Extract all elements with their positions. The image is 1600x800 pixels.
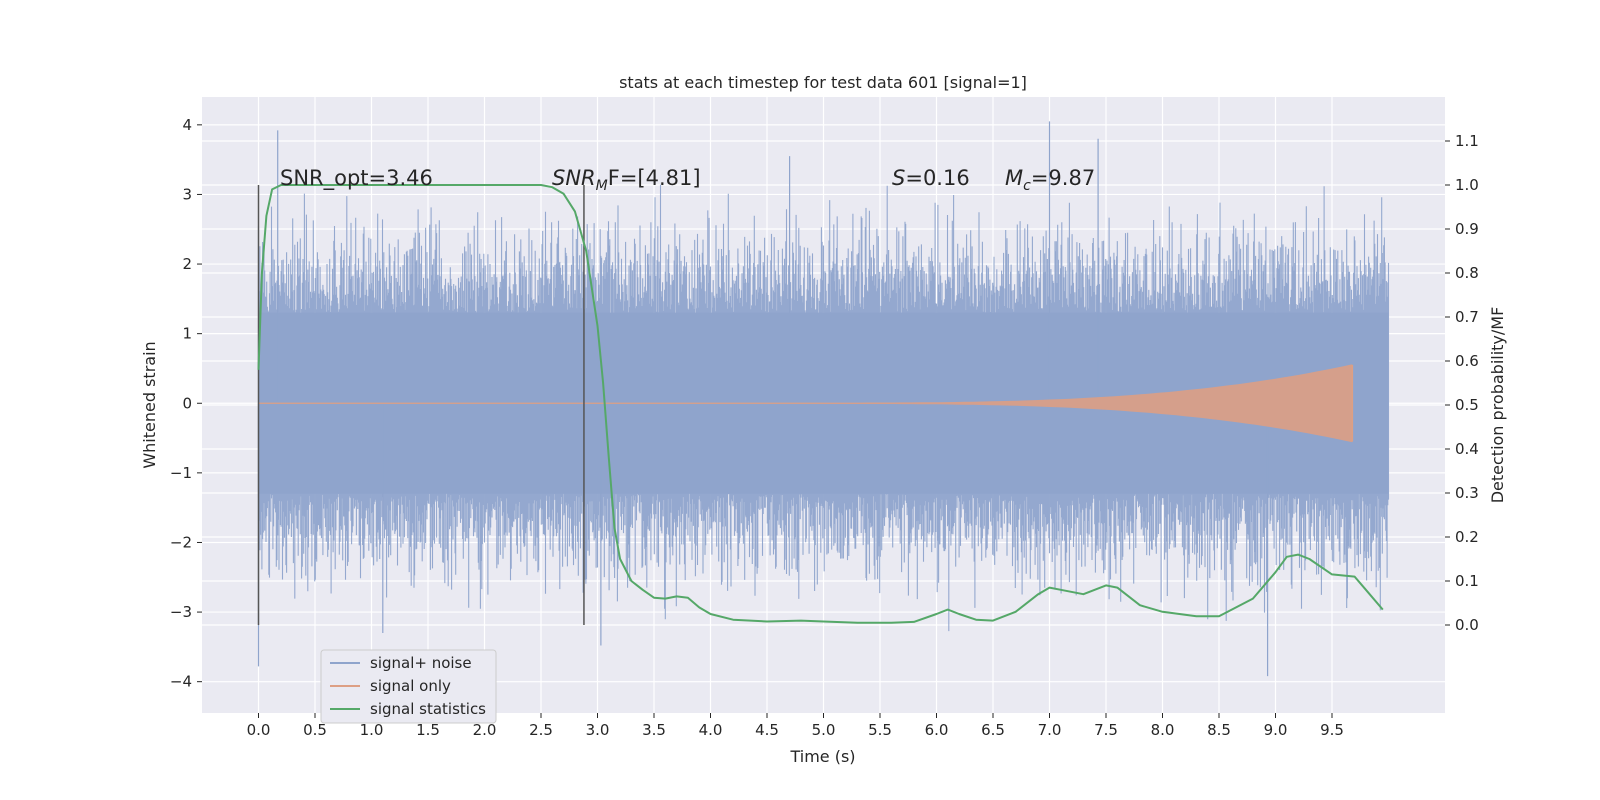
legend: signal+ noise signal only signal statist… <box>320 649 497 724</box>
y-left-tick-label: 4 <box>182 116 192 134</box>
x-tick-label: 7.0 <box>1038 721 1062 739</box>
y-left-tick-label: 3 <box>182 185 192 203</box>
x-tick-label: 9.5 <box>1320 721 1344 739</box>
signal-statistics-layer <box>257 184 1384 624</box>
y-right-tick-label: 1.1 <box>1455 132 1479 150</box>
annotation-snr-mf-rest: F=[4.81] <box>608 166 701 190</box>
x-tick-label: 5.0 <box>812 721 836 739</box>
annotation-mc-italic: M <box>1005 166 1023 190</box>
y-right-tick-label: 0.5 <box>1455 396 1479 414</box>
y-left-tick-label: −2 <box>170 533 192 551</box>
signal-only-chirp <box>823 364 1353 443</box>
y-right-tick-label: 0.0 <box>1455 616 1479 634</box>
x-tick-label: 8.5 <box>1207 721 1231 739</box>
x-tick-label: 3.0 <box>586 721 610 739</box>
annotation-s-rest: =0.16 <box>905 166 969 190</box>
y-right-tick-label: 0.2 <box>1455 528 1479 546</box>
vertical-markers <box>257 185 585 625</box>
y-right-tick-label: 0.3 <box>1455 484 1479 502</box>
chart-title: stats at each timestep for test data 601… <box>619 73 1027 92</box>
x-axis-label: Time (s) <box>789 747 855 766</box>
y-left-tick-label: −3 <box>170 603 192 621</box>
legend-box <box>320 649 497 724</box>
x-tick-label: 3.5 <box>642 721 666 739</box>
y-right-tick-label: 0.7 <box>1455 308 1479 326</box>
y-axis-label-right: Detection probability/MF <box>1488 307 1507 504</box>
annotation-mc-sub: c <box>1023 178 1031 194</box>
x-tick-label: 5.5 <box>868 721 892 739</box>
y-left-tick-label: −4 <box>170 673 192 691</box>
legend-label-signal-statistics: signal statistics <box>370 700 486 718</box>
y-left-tick-label: −1 <box>170 464 192 482</box>
annotation-s-italic: S <box>892 166 905 190</box>
y-right-tick-label: 0.4 <box>1455 440 1479 458</box>
y-right-tick-label: 0.1 <box>1455 572 1479 590</box>
y-right-tick-label: 0.6 <box>1455 352 1479 370</box>
x-tick-label: 4.5 <box>755 721 779 739</box>
x-tick-label: 2.0 <box>473 721 497 739</box>
signal-statistics-line <box>257 184 1384 624</box>
x-tick-label: 6.0 <box>925 721 949 739</box>
y-right-tick-label: 0.8 <box>1455 264 1479 282</box>
y-axis-label-left: Whitened strain <box>140 341 159 468</box>
annotation-snr-mf-main: SNR <box>552 166 596 190</box>
annotation-snr-mf: SNRMF=[4.81] <box>552 166 701 194</box>
ticks: 0.0 0.5 1.0 1.5 2.0 2.5 3.0 3.5 4.0 4.5 5.0 5.5 6.0 6… <box>170 116 1479 739</box>
annotation-snr-mf-sub: M <box>596 178 608 194</box>
x-tick-label: 1.5 <box>416 721 440 739</box>
x-tick-label: 8.0 <box>1151 721 1175 739</box>
x-tick-label: 7.5 <box>1094 721 1118 739</box>
data-layer <box>257 121 1390 677</box>
y-right-tick-label: 0.9 <box>1455 220 1479 238</box>
y-left-tick-label: 1 <box>182 325 192 343</box>
y-right-tick-label: 1.0 <box>1455 176 1479 194</box>
x-tick-label: 4.0 <box>699 721 723 739</box>
legend-label-signal-noise: signal+ noise <box>370 654 472 672</box>
x-tick-label: 2.5 <box>529 721 553 739</box>
y-left-tick-label: 2 <box>182 255 192 273</box>
annotation-mc: Mc=9.87 <box>1005 166 1095 194</box>
legend-label-signal-only: signal only <box>370 677 451 695</box>
y-left-tick-label: 0 <box>182 394 192 412</box>
annotation-snr-opt: SNR_opt=3.46 <box>280 166 433 191</box>
x-tick-label: 0.0 <box>247 721 271 739</box>
x-tick-label: 0.5 <box>303 721 327 739</box>
x-tick-label: 1.0 <box>360 721 384 739</box>
annotation-mc-rest: =9.87 <box>1031 166 1095 190</box>
annotation-s: S=0.16 <box>892 166 970 190</box>
x-tick-label: 6.5 <box>981 721 1005 739</box>
x-tick-label: 9.0 <box>1264 721 1288 739</box>
